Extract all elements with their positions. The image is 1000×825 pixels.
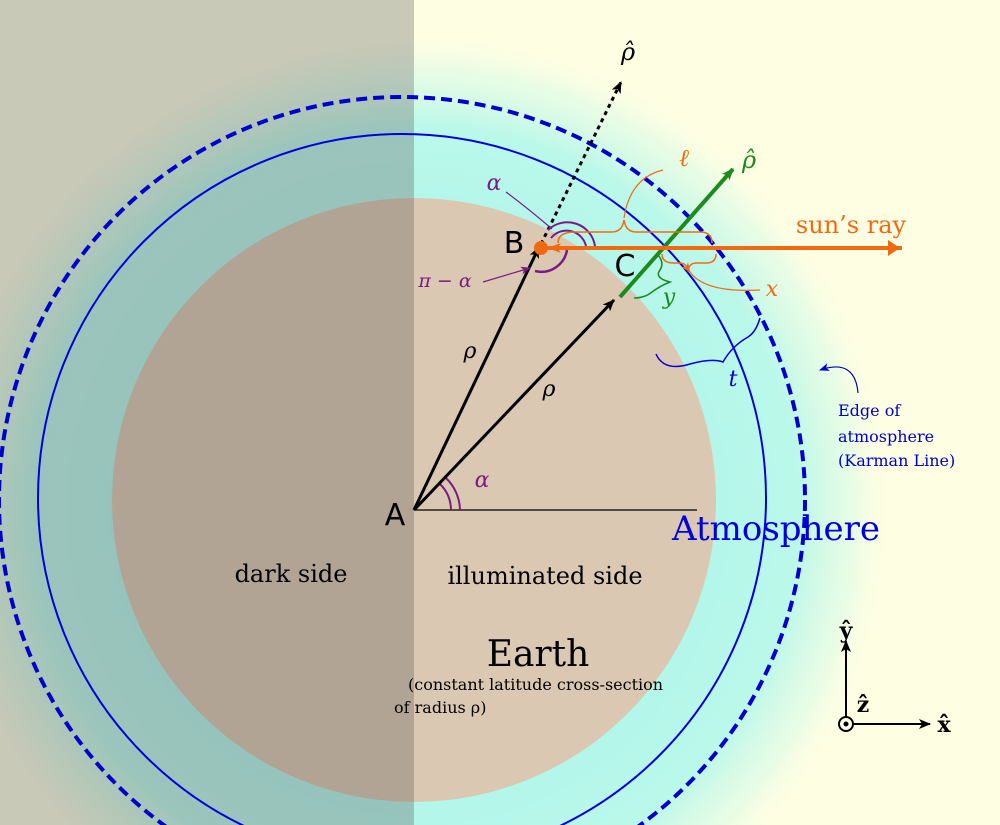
pi-minus-alpha-leader — [482, 266, 531, 283]
angle-arc-pi-minus-alpha — [534, 249, 569, 273]
y-variable-label: y — [662, 285, 676, 310]
t-brace — [655, 317, 761, 368]
sun-ray-tail — [888, 240, 900, 256]
x-leader — [681, 262, 761, 291]
point-a-label: A — [385, 498, 406, 533]
atmosphere-label: Atmosphere — [671, 509, 880, 549]
angle-arc-b-outer — [547, 221, 596, 247]
x-axis-label: x̂ — [937, 712, 951, 738]
rho-hat-top-label: ρ̂ — [620, 38, 635, 66]
rho-ac-label: ρ — [542, 377, 556, 402]
t-variable-label: t — [729, 367, 738, 392]
rho-vector-ab — [412, 246, 541, 511]
angle-arc-a-outer — [445, 477, 461, 511]
karman-label-line2: atmosphere — [838, 427, 934, 446]
pi-minus-alpha-label: π − α — [417, 270, 471, 292]
point-b-dot — [534, 241, 548, 255]
karman-label-line3: (Karman Line) — [838, 451, 955, 470]
alpha-b-leader — [505, 191, 553, 230]
rho-hat-direction-dotted — [539, 81, 623, 245]
x-variable-label: x — [766, 277, 779, 302]
point-b-label: B — [504, 226, 525, 261]
ell-brace — [557, 219, 713, 244]
karman-leader-arrow — [819, 363, 859, 394]
ell-leader — [623, 169, 664, 219]
angle-arc-b-inner — [550, 229, 587, 247]
ell-label: ℓ — [679, 144, 689, 172]
z-axis-dot — [843, 721, 849, 727]
rho-ab-label: ρ — [463, 339, 477, 364]
atmosphere-boundary-circle — [37, 133, 767, 825]
earth-caption-line2: of radius ρ) — [394, 698, 486, 717]
karman-line-circle — [0, 95, 807, 825]
z-axis-label: ẑ — [857, 692, 870, 718]
y-brace — [633, 253, 673, 299]
alpha-b-label: α — [487, 171, 502, 196]
rho-vector-ac — [412, 298, 616, 512]
point-c-label: C — [615, 249, 636, 284]
angle-arc-a-inner — [439, 483, 452, 511]
karman-label-line1: Edge of — [838, 401, 901, 420]
rho-hat-green-vector — [618, 167, 735, 299]
y-axis-label: ŷ — [839, 618, 854, 644]
illuminated-side-label: illuminated side — [447, 562, 642, 590]
dark-side-label: dark side — [235, 560, 348, 588]
earth-label: Earth — [487, 634, 590, 675]
earth-disc — [112, 198, 716, 802]
dark-side-overlay — [0, 0, 414, 825]
earth-caption-line1: (constant latitude cross-section — [408, 675, 663, 694]
alpha-a-label: α — [475, 468, 490, 493]
rho-hat-green-label: ρ̂ — [741, 146, 756, 174]
sun-ray-label: sun’s ray — [796, 211, 907, 239]
